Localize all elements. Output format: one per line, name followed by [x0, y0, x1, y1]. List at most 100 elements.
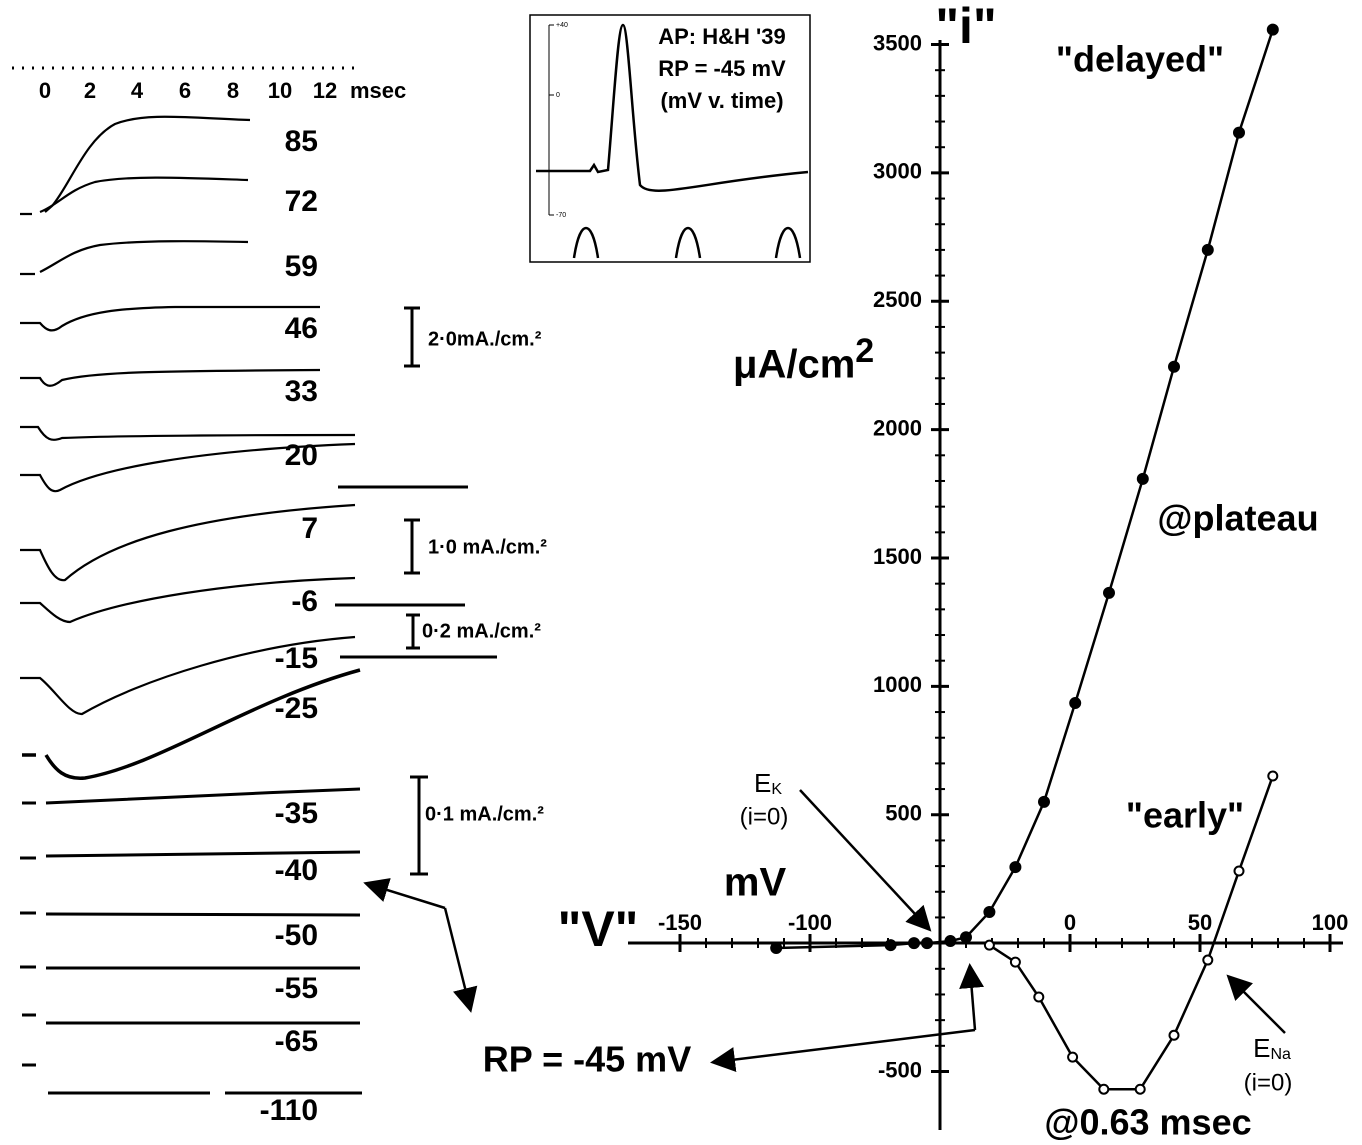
data-point	[1170, 1031, 1179, 1040]
x-axis-label: mV	[724, 861, 787, 905]
inset-frame	[530, 15, 810, 262]
trace-label: -65	[275, 1025, 318, 1058]
arrow	[368, 884, 445, 908]
trace-label: -110	[260, 1094, 318, 1127]
current-trace	[20, 913, 360, 915]
inset-text: AP: H&H '39	[658, 24, 785, 49]
scale-bar-label: 0·1 mA./cm.²	[425, 803, 544, 825]
scale-bar-label: 2·0mA./cm.²	[428, 328, 542, 350]
scale-bar	[404, 308, 420, 366]
current-trace	[45, 117, 250, 212]
inset-text: RP = -45 mV	[658, 56, 786, 81]
time-tick-label: 6	[179, 78, 191, 103]
scale-bar	[404, 520, 420, 573]
y-axis-name: "i"	[935, 0, 996, 54]
trace-label: 59	[285, 250, 318, 283]
annotation: ENa	[1253, 1033, 1291, 1063]
series-label: "delayed"	[1056, 39, 1224, 80]
data-point	[922, 938, 932, 948]
page: 024681012msec8572594633207-6-15-25-35-40…	[0, 0, 1362, 1145]
trace-label: -50	[275, 919, 318, 952]
data-point	[1068, 1053, 1077, 1062]
annotation: @plateau	[1157, 498, 1318, 539]
annotation: (i=0)	[1244, 1069, 1293, 1096]
data-point	[945, 936, 955, 946]
scale-bar	[406, 615, 420, 648]
arrow	[445, 908, 470, 1008]
data-point	[1268, 25, 1278, 35]
trace-label: 85	[285, 125, 318, 158]
data-point	[909, 938, 919, 948]
current-trace	[20, 307, 320, 330]
data-point	[1011, 958, 1020, 967]
trace-label: 20	[285, 439, 318, 472]
scale-bar-label: 1·0 mA./cm.²	[428, 536, 547, 558]
trace-label: 7	[301, 512, 318, 545]
x-tick-label: 0	[1064, 910, 1076, 935]
y-axis-label-sup: 2	[855, 332, 874, 370]
time-tick-label: 8	[227, 78, 239, 103]
current-trace	[20, 967, 360, 968]
time-tick-label: 10	[268, 78, 292, 103]
data-point	[961, 932, 971, 942]
current-trace	[20, 427, 355, 440]
annotation: EK	[754, 768, 782, 798]
scale-bar	[410, 777, 428, 874]
trace-label: -15	[275, 642, 318, 675]
annotation-sub: K	[771, 781, 782, 798]
y-tick-label: 2000	[873, 415, 922, 440]
trace-label: 46	[285, 312, 318, 345]
trace-label: 72	[285, 185, 318, 218]
data-point	[1039, 797, 1049, 807]
inset-tick-label: 0	[556, 92, 560, 99]
time-tick-label: 4	[131, 78, 144, 103]
y-axis-label: μA/cm2	[733, 332, 874, 387]
data-point	[1268, 771, 1277, 780]
y-tick-label: -500	[878, 1057, 922, 1082]
scale-bar-label: 0·2 mA./cm.²	[422, 620, 541, 642]
annotation: RP = -45 mV	[483, 1039, 691, 1080]
inset-tick-label: +40	[556, 22, 568, 29]
trace-label: 33	[285, 375, 318, 408]
y-tick-label: 2500	[873, 287, 922, 312]
data-point	[1203, 956, 1212, 965]
time-tick-label: 2	[84, 78, 96, 103]
y-tick-label: 1000	[873, 672, 922, 697]
current-trace	[20, 241, 248, 274]
arrow	[1230, 978, 1285, 1033]
y-tick-label: 3500	[873, 30, 922, 55]
data-point	[1169, 362, 1179, 372]
x-tick-label: -150	[658, 910, 702, 935]
time-tick-label: 0	[39, 78, 51, 103]
data-point	[1138, 474, 1148, 484]
y-tick-label: 1500	[873, 544, 922, 569]
trace-label: -40	[275, 854, 318, 887]
data-point	[1136, 1085, 1145, 1094]
data-point	[771, 943, 781, 953]
data-point	[1234, 128, 1244, 138]
inset-text: (mV v. time)	[660, 88, 783, 113]
x-tick-label: 100	[1312, 910, 1349, 935]
arrow	[970, 968, 975, 1030]
trace-label: -25	[275, 692, 318, 725]
time-tick-label: 12	[313, 78, 337, 103]
data-point	[1235, 866, 1244, 875]
current-trace	[20, 178, 248, 214]
trace-label: -35	[275, 797, 318, 830]
trace-label: -55	[275, 972, 318, 1005]
trace-label: -6	[291, 585, 318, 618]
data-point	[985, 941, 994, 950]
annotation: (i=0)	[740, 803, 789, 830]
data-point	[1034, 993, 1043, 1002]
data-point	[1070, 698, 1080, 708]
series-label: "early"	[1126, 795, 1244, 836]
x-tick-label: -100	[788, 910, 832, 935]
data-point	[1104, 588, 1114, 598]
x-axis-name: "V"	[558, 901, 639, 957]
data-point	[1010, 862, 1020, 872]
data-point	[1099, 1085, 1108, 1094]
annotation: @0.63 msec	[1044, 1102, 1251, 1143]
annotation-sub: Na	[1270, 1046, 1291, 1063]
x-tick-label: 50	[1188, 910, 1212, 935]
y-tick-label: 500	[885, 801, 922, 826]
